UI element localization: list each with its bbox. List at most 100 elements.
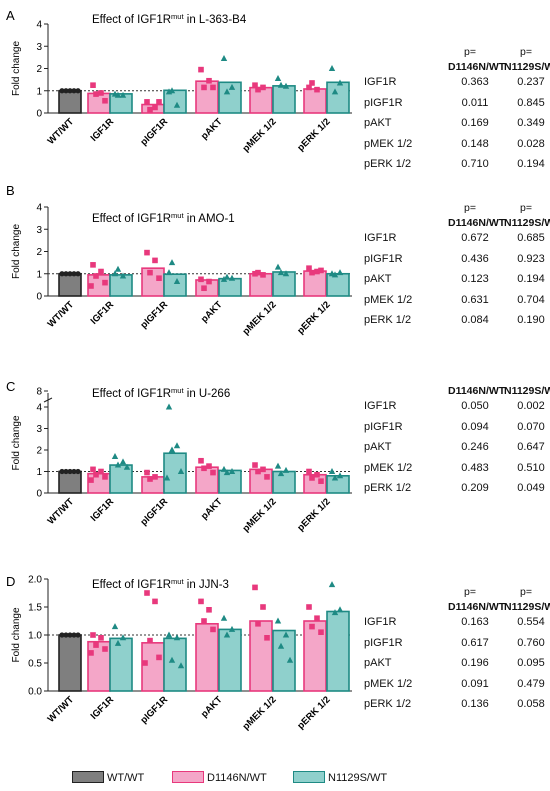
x-tick-label: pIGF1R xyxy=(138,694,170,726)
chart-title: Effect of IGF1Rmut in JJN-3 xyxy=(92,577,229,591)
pvalue-n1129s: 0.194 xyxy=(517,158,545,170)
point-d1146n xyxy=(309,623,315,630)
chart-panel-a: A Effect of IGF1Rmut in L-363-B4 0 1 2 3 4 Fold… xyxy=(6,8,352,154)
pvalue-label: IGF1R xyxy=(364,616,397,628)
point-d1146n xyxy=(252,82,258,88)
bar-wt xyxy=(58,470,82,494)
point-d1146n xyxy=(206,278,212,285)
pvalue-row: pMEK 1/2 0.091 0.479 xyxy=(364,678,550,699)
y-tick-label: 0 xyxy=(36,109,42,120)
point-n1129s xyxy=(168,656,176,663)
pvalue-d1146n: 0.363 xyxy=(461,76,489,88)
x-tick-label: pMEK 1/2 xyxy=(241,496,279,534)
point-n1129s xyxy=(119,458,127,465)
bar-wt xyxy=(58,634,82,692)
pvalue-header-p1: p= xyxy=(464,46,476,58)
point-n1129s xyxy=(220,54,228,61)
bar-n1129s xyxy=(163,637,187,692)
pvalue-label: pAKT xyxy=(364,117,392,129)
point-n1129s xyxy=(336,472,344,479)
point-d1146n xyxy=(314,268,320,275)
bar-n1129s xyxy=(218,81,242,114)
x-tick-label: pERK 1/2 xyxy=(295,116,332,153)
point-d1146n xyxy=(309,269,315,276)
point-n1129s xyxy=(223,273,231,280)
point-wt xyxy=(59,632,65,638)
pvalue-row: pIGF1R 0.094 0.070 xyxy=(364,421,550,442)
point-d1146n xyxy=(88,283,94,289)
pvalue-d1146n: 0.436 xyxy=(461,252,489,265)
point-wt xyxy=(63,632,69,638)
x-tick-label: IGF1R xyxy=(89,694,117,722)
pvalue-d1146n: 0.196 xyxy=(461,657,489,669)
pvalue-row: IGF1R 0.672 0.685 xyxy=(364,232,550,253)
point-wt xyxy=(67,468,73,475)
pvalue-row: pMEK 1/2 0.631 0.704 xyxy=(364,294,550,315)
pvalue-table-c: D1146N/WT N1129S/WT IGF1R 0.050 0.002 pIGF1… xyxy=(364,370,550,503)
point-d1146n xyxy=(201,285,207,292)
point-d1146n xyxy=(314,86,320,93)
point-d1146n xyxy=(260,272,266,278)
y-tick-label: 4 xyxy=(36,203,42,214)
point-d1146n xyxy=(144,590,150,596)
point-n1129s xyxy=(119,91,127,98)
bar-n1129s xyxy=(326,81,350,114)
legend-swatch-d1146n xyxy=(172,771,204,783)
x-tick-label: pMEK 1/2 xyxy=(241,694,279,732)
pvalue-n1129s: 0.194 xyxy=(517,273,545,285)
pvalue-label: pIGF1R xyxy=(364,420,403,433)
legend-label-n1129s: N1129S/WT xyxy=(328,772,388,784)
y-tick-label: 3 xyxy=(36,42,42,53)
pvalue-n1129s: 0.845 xyxy=(517,96,545,109)
legend-swatch-n1129s xyxy=(293,771,325,783)
pvalue-table-d: p= p= D1146N/WT N1129S/WT IGF1R 0.163 0.55… xyxy=(364,586,550,719)
chart-title: Effect of IGF1Rmut in AMO-1 xyxy=(92,211,235,225)
bar-wt xyxy=(58,272,82,297)
point-n1129s xyxy=(228,83,236,90)
pvalue-row: pMEK 1/2 0.148 0.028 xyxy=(364,138,550,159)
bar-d1146n xyxy=(141,267,165,297)
panel-letter: B xyxy=(6,183,15,198)
point-d1146n xyxy=(210,626,216,633)
pvalue-n1129s: 0.058 xyxy=(517,698,545,710)
y-tick-label: 4 xyxy=(36,403,42,414)
point-d1146n xyxy=(252,462,258,468)
point-d1146n xyxy=(264,635,270,641)
pvalue-d1146n: 0.169 xyxy=(461,117,489,129)
point-d1146n xyxy=(147,269,153,276)
pvalue-n1129s: 0.049 xyxy=(517,482,545,494)
y-tick-label: 2.0 xyxy=(28,575,42,586)
point-n1129s xyxy=(223,631,231,638)
point-n1129s xyxy=(114,91,122,98)
pvalue-label: pAKT xyxy=(364,273,392,285)
point-n1129s xyxy=(331,271,339,278)
legend-swatch-wt xyxy=(72,771,104,783)
pvalue-row: pAKT 0.246 0.647 xyxy=(364,441,550,462)
point-n1129s xyxy=(168,259,176,266)
pvalue-label: IGF1R xyxy=(364,400,397,412)
y-axis-label: Fold change xyxy=(11,607,22,662)
point-wt xyxy=(75,88,81,94)
pvalue-n1129s: 0.479 xyxy=(517,677,545,690)
y-tick-label: 1 xyxy=(36,467,42,478)
point-d1146n xyxy=(156,275,162,281)
x-tick-label: IGF1R xyxy=(89,299,117,327)
bar-n1129s xyxy=(109,637,133,692)
point-d1146n xyxy=(88,650,94,656)
point-n1129s xyxy=(331,609,339,616)
pvalue-label: pERK 1/2 xyxy=(364,698,412,710)
point-n1129s xyxy=(282,466,290,473)
panel-letter: C xyxy=(6,379,15,394)
point-n1129s xyxy=(173,101,181,108)
y-tick-label: 0.0 xyxy=(28,687,42,698)
bar-n1129s xyxy=(109,93,133,114)
pvalue-row: pAKT 0.169 0.349 xyxy=(364,117,550,138)
x-tick-label: WT/WT xyxy=(46,116,77,147)
point-n1129s xyxy=(173,442,181,449)
point-n1129s xyxy=(114,265,122,272)
point-wt xyxy=(75,632,81,638)
point-wt xyxy=(71,468,77,475)
pvalue-n1129s: 0.028 xyxy=(517,137,545,150)
x-tick-label: pIGF1R xyxy=(138,496,170,528)
point-n1129s xyxy=(123,463,131,470)
